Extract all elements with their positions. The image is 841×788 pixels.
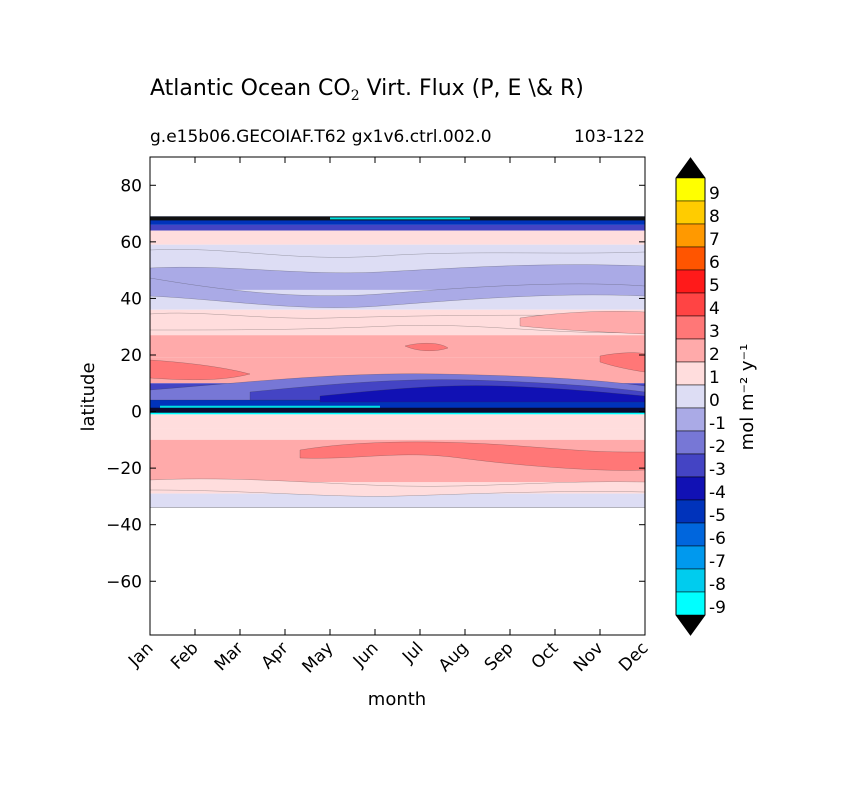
x-tick-label: Sep	[481, 638, 518, 675]
colorbar-tick-label: 1	[709, 368, 720, 388]
colorbar-segment	[675, 338, 706, 363]
x-tick-label: Aug	[435, 638, 473, 676]
colorbar: 9 8 7 6 5 4 3 2 1 0 -1 -2 -3 -4 -5 -6 -7 -8 -9	[675, 157, 726, 636]
colorbar-segment	[675, 384, 706, 409]
colorbar-segment	[675, 499, 706, 524]
contour-patch	[150, 359, 251, 380]
contour-patch	[519, 311, 645, 335]
x-tick-label: Feb	[167, 638, 202, 673]
y-tick-label: 80	[120, 176, 142, 196]
contour-patch	[319, 385, 645, 403]
colorbar-tick-label: 8	[709, 207, 720, 227]
colorbar-segment	[675, 591, 706, 616]
x-tick-label: May	[299, 638, 338, 677]
colorbar-segment	[675, 223, 706, 248]
colorbar-segment	[675, 246, 706, 271]
colorbar-segment	[675, 568, 706, 593]
x-tick-label: Jun	[349, 638, 383, 672]
colorbar-tick-label: 2	[709, 345, 720, 365]
colorbar-segment	[675, 269, 706, 294]
y-tick-label: −20	[106, 459, 142, 479]
y-tick-label: 60	[120, 233, 142, 253]
plot-frame	[149, 156, 646, 636]
x-tick-label: Apr	[258, 638, 293, 673]
colorbar-tick-label: -1	[709, 414, 726, 434]
colorbar-tick-label: 5	[709, 276, 720, 296]
colorbar-segment	[675, 315, 706, 340]
contour-band	[150, 414, 645, 429]
y-tick-label: 20	[120, 346, 142, 366]
chart-years: 103-122	[573, 127, 645, 147]
contour-patch	[150, 249, 645, 274]
contour-line-equator	[150, 407, 645, 413]
colorbar-tick-label: -8	[709, 575, 726, 595]
y-axis-label: latitude	[78, 362, 99, 431]
contour-band	[150, 493, 645, 508]
contour-patch	[150, 277, 645, 308]
contour-band	[150, 216, 645, 225]
colorbar-tick-label: 0	[709, 391, 720, 411]
x-tick-label: Mar	[211, 638, 248, 675]
colorbar-tick-label: 4	[709, 299, 720, 319]
contour-band	[150, 230, 645, 245]
x-tick-label: Jan	[124, 638, 157, 671]
y-axis: 80 60 40 20 0 −20 −40 −60	[106, 176, 645, 592]
chart-title: Atlantic Ocean CO2 Virt. Flux (P, E \& R…	[150, 76, 584, 104]
colorbar-outline	[675, 157, 706, 636]
colorbar-tick-label: -3	[709, 460, 726, 480]
colorbar-tick-label: -7	[709, 552, 726, 572]
y-tick-label: 40	[120, 289, 142, 309]
colorbar-tick-label: 9	[709, 184, 720, 204]
x-tick-label: Oct	[528, 638, 563, 673]
x-tick-label: Jul	[398, 638, 427, 667]
contour-band	[150, 224, 645, 231]
colorbar-tick-label: 6	[709, 253, 720, 273]
contour-line-cyan	[330, 217, 470, 220]
chart-subtitle: g.e15b06.GECOIAF.T62 gx1v6.ctrl.002.0	[150, 127, 492, 147]
colorbar-extend-top	[676, 158, 705, 178]
contour-line-cyan	[160, 405, 380, 408]
colorbar-segment	[675, 545, 706, 570]
colorbar-tick-label: -9	[709, 598, 726, 618]
colorbar-segment	[675, 292, 706, 317]
colorbar-tick-label: -2	[709, 437, 726, 457]
contour-patch	[150, 478, 645, 497]
colorbar-tick-label: -6	[709, 529, 726, 549]
colorbar-segment	[675, 361, 706, 386]
x-axis-label: month	[368, 689, 426, 710]
contour-patch	[404, 343, 449, 351]
colorbar-tick-label: 7	[709, 230, 720, 250]
x-tick-label: Nov	[570, 638, 608, 676]
y-tick-label: −60	[106, 572, 142, 592]
contour-patch	[599, 352, 645, 373]
x-tick-label: Dec	[615, 638, 652, 675]
colorbar-tick-label: -4	[709, 483, 726, 503]
contour-patch	[299, 441, 645, 471]
colorbar-extend-bottom	[676, 615, 705, 635]
y-tick-label: −40	[106, 516, 142, 536]
colorbar-tick-label: -5	[709, 506, 726, 526]
colorbar-label: mol m⁻² y⁻¹	[737, 344, 758, 451]
contour-detail-layer	[150, 216, 645, 509]
colorbar-tick-label: 3	[709, 322, 720, 342]
contour-band	[150, 335, 645, 358]
colorbar-segment	[675, 177, 706, 202]
colorbar-segment	[675, 200, 706, 225]
colorbar-segment	[675, 476, 706, 501]
colorbar-segment	[675, 430, 706, 455]
contour-band	[150, 428, 645, 440]
y-tick-label: 0	[131, 403, 142, 423]
colorbar-segment	[675, 453, 706, 478]
colorbar-segment	[675, 407, 706, 432]
colorbar-segment	[675, 522, 706, 547]
